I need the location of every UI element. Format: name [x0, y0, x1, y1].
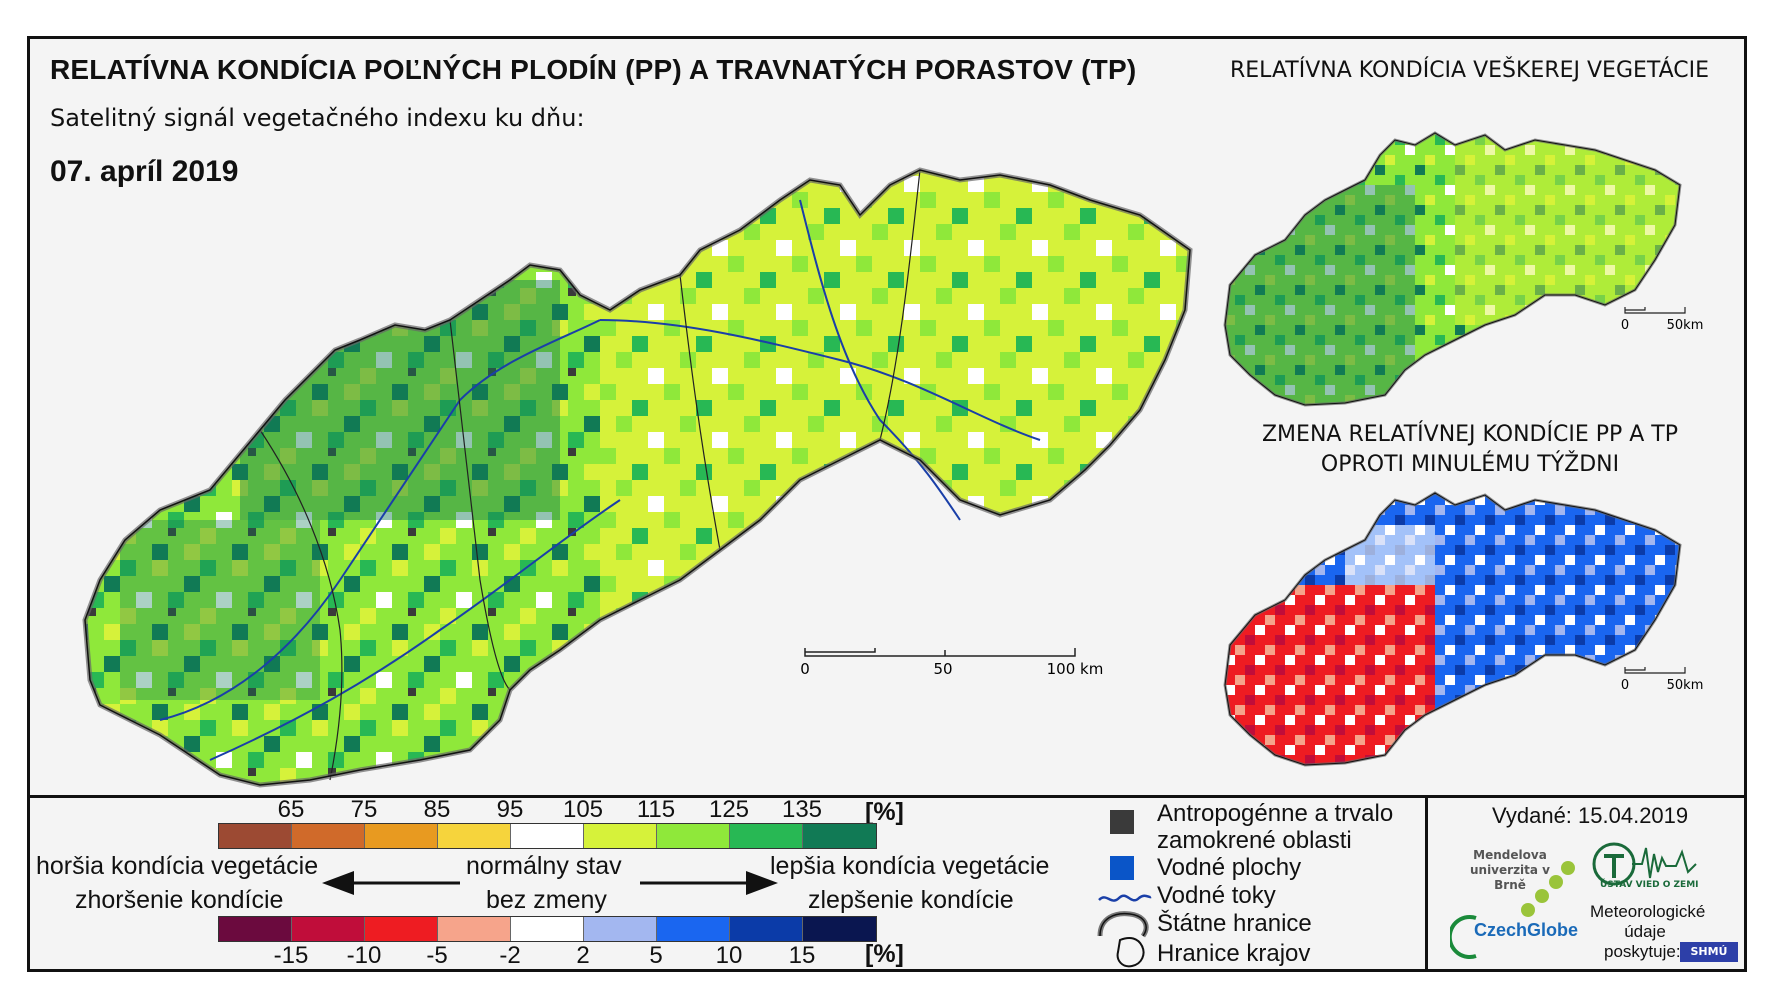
- uvz-logo-icon: [1592, 842, 1697, 886]
- better-label: lepšia kondícia vegetácie: [770, 852, 1050, 880]
- change-tick-4: 2: [576, 942, 590, 969]
- condition-swatch-4: [511, 824, 584, 848]
- scale-label-0: 0: [800, 660, 810, 678]
- shmu-logo: SHMÚ: [1680, 942, 1738, 962]
- small-scale-50b: 50km: [1667, 678, 1704, 693]
- scale-label-100: 100 km: [1047, 660, 1104, 678]
- condition-color-ramp: [218, 823, 877, 849]
- change-tick-5: 5: [649, 942, 663, 969]
- change-swatch-1: [292, 917, 365, 941]
- scale-label-50: 50: [933, 660, 952, 678]
- legend-rivers: Vodné toky: [1157, 882, 1276, 909]
- condition-swatch-5: [584, 824, 657, 848]
- change-tick-6: 10: [715, 942, 743, 969]
- worse-change-label: zhoršenie kondície: [75, 886, 284, 914]
- condition-unit: [%]: [865, 798, 904, 826]
- footer-divider: [1425, 795, 1428, 972]
- small-scale-0: 0: [1621, 318, 1629, 333]
- main-scale-bar: 0 50 100 km: [800, 648, 1104, 678]
- change-color-ramp: [218, 916, 877, 942]
- small-scale-50: 50km: [1667, 318, 1704, 333]
- condition-swatch-8: [803, 824, 876, 848]
- map-title: RELATÍVNA KONDÍCIA POĽNÝCH PLODÍN (PP) A…: [50, 54, 1137, 85]
- change-tick-2: -5: [426, 942, 448, 969]
- issued-date: Vydané: 15.04.2019: [1492, 803, 1689, 828]
- change-swatch-3: [438, 917, 511, 941]
- no-change-label: bez zmeny: [486, 886, 607, 914]
- mendel-logo-text: Mendelova univerzita v Brně: [1469, 848, 1550, 892]
- change-swatch-0: [219, 917, 292, 941]
- condition-swatch-0: [219, 824, 292, 848]
- water-icon: [1110, 856, 1134, 880]
- condition-tick-4: 105: [562, 796, 604, 823]
- change-title: ZMENA RELATÍVNEJ KONDÍCIE PP A TP OPROTI…: [1261, 422, 1678, 477]
- condition-tick-0: 65: [277, 796, 305, 823]
- czechglobe-logo-text: CzechGlobe: [1474, 920, 1579, 940]
- condition-swatch-6: [657, 824, 730, 848]
- condition-swatch-7: [730, 824, 803, 848]
- border-icon: [1097, 911, 1149, 938]
- vegetation-map: 0 50km: [1223, 131, 1704, 407]
- change-swatch-6: [657, 917, 730, 941]
- vegetation-title: RELATÍVNA KONDÍCIA VEŠKEREJ VEGETÁCIE: [1230, 58, 1710, 83]
- change-tick-7: 15: [788, 942, 816, 969]
- legend-anthropogenic-1: Antropogénne a trvalo: [1157, 800, 1394, 827]
- map-date: 07. apríl 2019: [50, 155, 239, 188]
- left-arrow-icon: [322, 871, 354, 895]
- legend-anthropogenic-2: zamokrené oblasti: [1157, 827, 1352, 854]
- condition-tick-3: 95: [496, 796, 524, 823]
- arrows: [322, 871, 778, 895]
- mendel-logo-icon: [1521, 861, 1575, 917]
- small-scale-0b: 0: [1621, 678, 1629, 693]
- river-icon: [1098, 894, 1152, 902]
- condition-tick-2: 85: [423, 796, 451, 823]
- change-tick-3: -2: [499, 942, 521, 969]
- main-map: [40, 160, 1200, 800]
- condition-swatch-1: [292, 824, 365, 848]
- change-unit: [%]: [865, 940, 904, 968]
- region-icon: [1116, 937, 1145, 968]
- worse-label: horšia kondícia vegetácie: [36, 852, 319, 880]
- condition-tick-5: 115: [636, 796, 676, 823]
- meteo-provider-text: Meteorologické údaje poskytuje:: [1590, 902, 1706, 961]
- change-swatch-5: [584, 917, 657, 941]
- normal-label: normálny stav: [466, 852, 622, 880]
- legend-divider: [30, 795, 1744, 798]
- czechglobe-logo-icon: [1450, 915, 1477, 959]
- legend-regions: Hranice krajov: [1157, 940, 1311, 967]
- change-tick-0: -15: [273, 942, 309, 969]
- change-swatch-4: [511, 917, 584, 941]
- anthropogenic-icon: [1110, 810, 1134, 834]
- uvz-logo-text: ÚSTAV VIED O ZEMI: [1600, 880, 1699, 890]
- change-swatch-8: [803, 917, 876, 941]
- change-swatch-2: [365, 917, 438, 941]
- map-subtitle: Satelitný signál vegetačného indexu ku d…: [50, 104, 585, 132]
- condition-tick-7: 135: [781, 796, 823, 823]
- change-swatch-7: [730, 917, 803, 941]
- legend-state-border: Štátne hranice: [1157, 910, 1312, 937]
- right-arrow-icon: [746, 871, 778, 895]
- condition-tick-6: 125: [708, 796, 750, 823]
- condition-swatch-2: [365, 824, 438, 848]
- better-change-label: zlepšenie kondície: [808, 886, 1014, 914]
- condition-swatch-3: [438, 824, 511, 848]
- change-tick-1: -10: [346, 942, 382, 969]
- legend-water: Vodné plochy: [1157, 854, 1302, 881]
- change-map: 0 50km: [1223, 491, 1704, 767]
- condition-tick-1: 75: [350, 796, 378, 823]
